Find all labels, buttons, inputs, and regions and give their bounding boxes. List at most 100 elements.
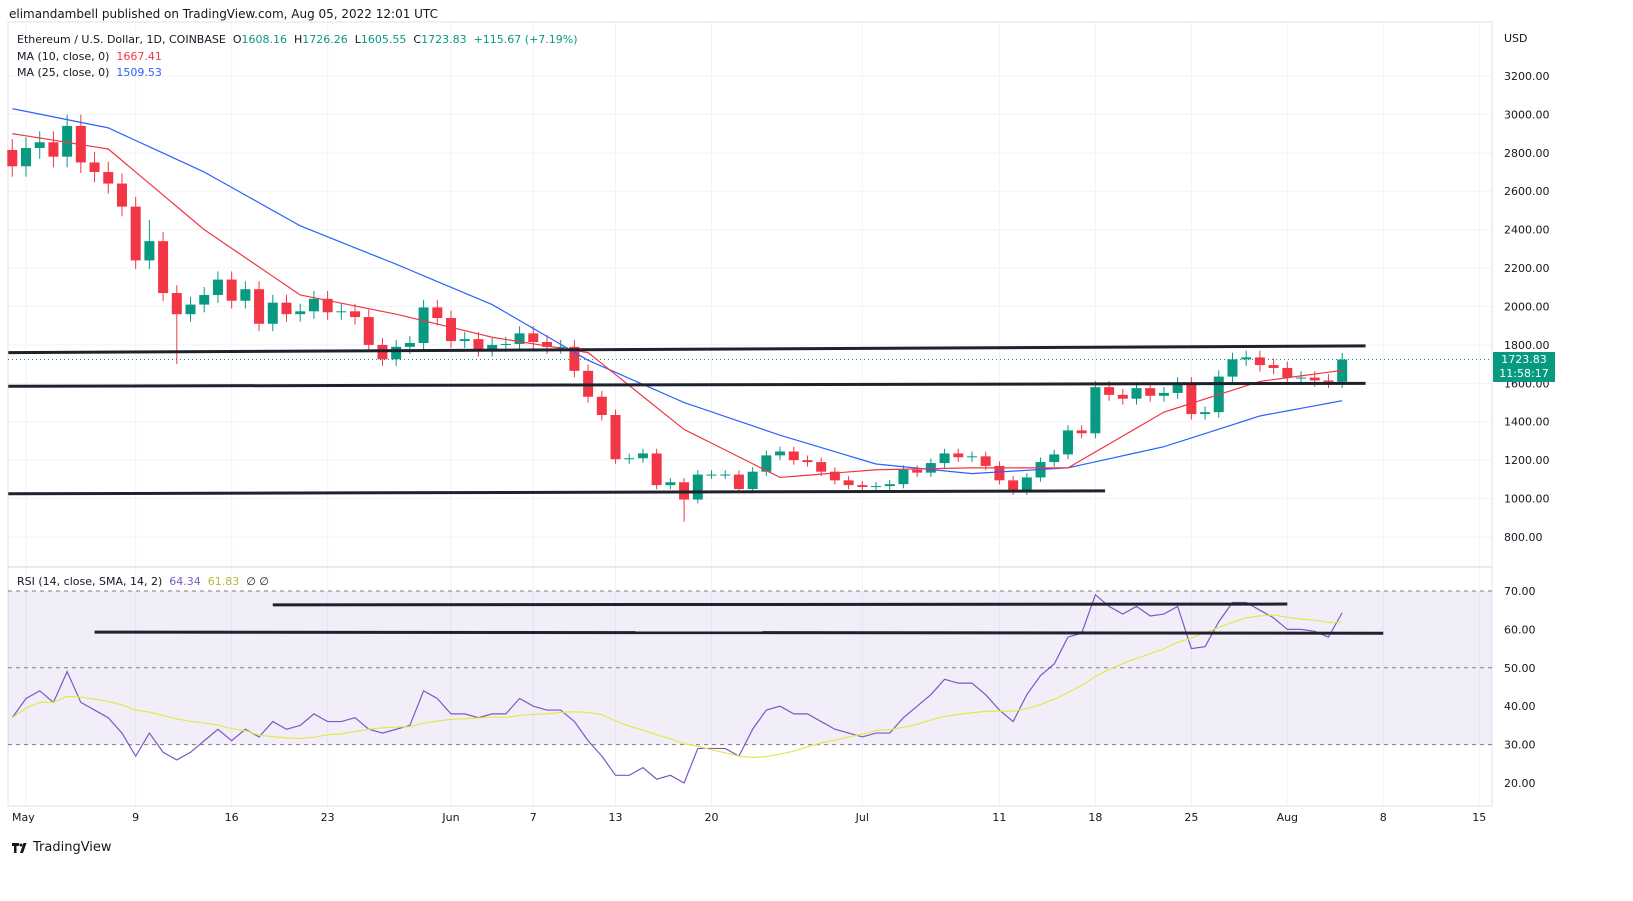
time-axis-tick: 8	[1380, 811, 1387, 824]
ma10-line	[12, 133, 1343, 479]
candle-up	[391, 346, 402, 360]
candle-down	[446, 318, 457, 342]
candle-down	[528, 333, 539, 343]
candle-down	[48, 142, 59, 157]
rsi-axis-tick: 70.00	[1504, 585, 1536, 598]
candle-down	[980, 456, 991, 466]
candle-down	[89, 162, 100, 173]
low-label: L	[354, 33, 361, 46]
ma10-label: MA (10, close, 0)	[17, 50, 110, 63]
time-axis-tick: Aug	[1277, 811, 1298, 824]
rsi-axis-tick: 20.00	[1504, 777, 1536, 790]
candle-down	[350, 311, 361, 318]
candle-down	[651, 453, 662, 486]
candle-down	[733, 474, 744, 489]
price-axis-tick: 2800.00	[1504, 147, 1550, 160]
candle-up	[1131, 388, 1142, 399]
time-axis-tick: 20	[705, 811, 719, 824]
candle-down	[1104, 387, 1115, 395]
ma25-label: MA (25, close, 0)	[17, 66, 110, 79]
price-axis-tick: 2400.00	[1504, 224, 1550, 237]
price-axis-tick: 1400.00	[1504, 416, 1550, 429]
candle-down	[363, 317, 374, 345]
tradingview-brand: TradingView	[33, 840, 112, 855]
candle-down	[1186, 383, 1197, 415]
candle-down	[829, 471, 840, 481]
close-label: C	[413, 33, 422, 46]
time-axis-tick: 23	[321, 811, 335, 824]
candle-up	[267, 302, 278, 324]
candle-down	[432, 307, 443, 319]
symbol-legend: Ethereum / U.S. Dollar, 1D, COINBASE O16…	[17, 33, 578, 46]
candle-down	[857, 485, 868, 488]
candle-up	[34, 142, 45, 149]
time-axis-tick: 7	[530, 811, 537, 824]
ma25-legend[interactable]: MA (25, close, 0) 1509.53	[17, 66, 162, 79]
time-axis-tick: Jul	[855, 811, 869, 824]
candle-up	[21, 148, 31, 167]
price-axis-tick: 1200.00	[1504, 454, 1550, 467]
candle-down	[103, 172, 114, 184]
price-axis-tick: 1000.00	[1504, 493, 1550, 506]
candle-up	[775, 451, 786, 456]
candle-up	[1200, 412, 1211, 415]
candle-down	[596, 396, 607, 416]
candle-down	[473, 339, 484, 350]
candle-down	[1076, 430, 1087, 434]
candle-up	[871, 486, 882, 488]
ma10-legend[interactable]: MA (10, close, 0) 1667.41	[17, 50, 162, 63]
time-axis-tick: May	[12, 811, 35, 824]
rsi-sma-line	[11, 614, 1343, 759]
candle-down	[171, 293, 182, 315]
price-axis-tick: 2000.00	[1504, 300, 1550, 313]
candle-up	[1021, 477, 1032, 491]
candle-down	[1008, 480, 1019, 491]
candle-down	[1145, 388, 1156, 396]
low-value: 1605.55	[360, 33, 407, 46]
candle-up	[761, 455, 772, 472]
candle-down	[816, 462, 827, 472]
candle-up	[706, 474, 717, 476]
candle-up	[747, 471, 758, 489]
price-axis-tick: 2200.00	[1504, 262, 1550, 275]
rsi-line	[11, 593, 1343, 784]
candle-up	[1172, 383, 1183, 393]
candle-up	[1062, 430, 1073, 455]
support-resistance-line	[8, 489, 1106, 496]
candle-up	[185, 304, 196, 315]
candle-up	[966, 456, 977, 458]
candle-up	[336, 311, 347, 313]
tradingview-logo[interactable]: TradingView	[12, 840, 112, 855]
candle-up	[487, 344, 498, 350]
support-resistance-line	[8, 381, 1366, 388]
candle-up	[720, 474, 731, 476]
time-axis-tick: 11	[992, 811, 1006, 824]
candle-up	[500, 343, 511, 345]
rsi-legend[interactable]: RSI (14, close, SMA, 14, 2) 64.34 61.83 …	[17, 575, 269, 588]
candle-up	[1227, 359, 1238, 377]
candle-up	[1241, 357, 1252, 360]
candle-up	[308, 298, 319, 312]
candle-up	[514, 333, 525, 344]
price-axis-currency: USD	[1504, 32, 1528, 45]
candle-down	[1254, 357, 1265, 366]
ma25-line	[12, 108, 1343, 475]
candle-up	[939, 453, 950, 464]
candle-up	[1158, 392, 1169, 396]
rsi-band-background	[8, 591, 1492, 745]
open-value: 1608.16	[241, 33, 287, 46]
candle-up	[62, 125, 73, 157]
candle-down	[130, 206, 141, 261]
time-axis-tick: 15	[1472, 811, 1486, 824]
candle-down	[226, 279, 237, 301]
price-axis-tick: 3200.00	[1504, 70, 1550, 83]
rsi-axis-tick: 60.00	[1504, 623, 1536, 636]
candle-down	[569, 346, 580, 371]
high-value: 1726.26	[302, 33, 348, 46]
rsi-axis-tick: 40.00	[1504, 700, 1536, 713]
candle-up	[240, 289, 251, 301]
symbol-name[interactable]: Ethereum / U.S. Dollar, 1D, COINBASE	[17, 33, 226, 46]
candle-up	[404, 342, 415, 347]
